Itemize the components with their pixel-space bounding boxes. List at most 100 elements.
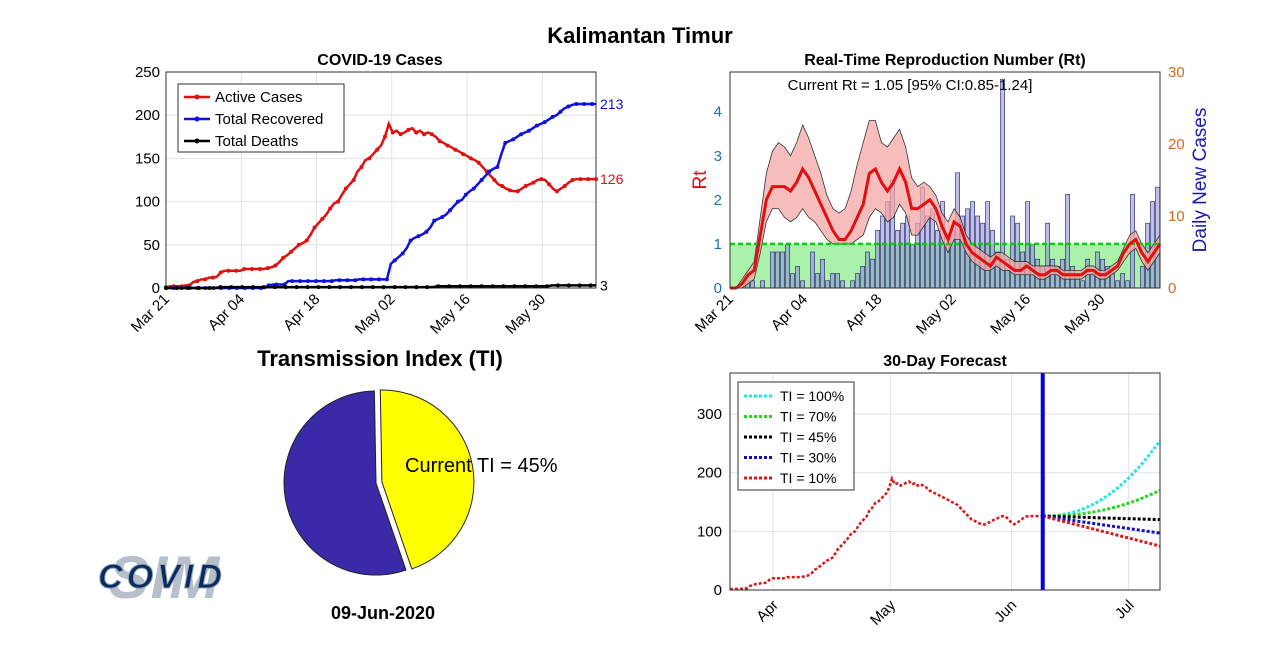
data-point-recovered [440, 215, 445, 220]
daily-cases-bar [775, 251, 780, 289]
pie-slice [283, 390, 407, 576]
data-point-active [250, 266, 254, 271]
data-point-active [586, 177, 591, 182]
x-tick-label: May 30 [1062, 291, 1109, 338]
daily-cases-bar [770, 251, 775, 289]
data-point-deaths [229, 285, 234, 290]
data-point-deaths [479, 284, 484, 289]
daily-cases-bar [1120, 273, 1125, 289]
data-point-deaths [196, 286, 201, 290]
daily-cases-bar [910, 244, 915, 289]
data-point-recovered [550, 114, 555, 119]
legend-label-recovered: Total Recovered [215, 111, 323, 128]
data-point-recovered [290, 279, 295, 284]
data-point-active [351, 178, 356, 182]
data-point-recovered [487, 169, 492, 174]
data-point-active [257, 266, 262, 271]
data-point-deaths [207, 286, 212, 290]
end-label-recovered: 213 [600, 96, 624, 112]
data-point-active [320, 216, 325, 221]
x-tick-label: May 02 [913, 291, 960, 338]
data-point-recovered [582, 101, 587, 106]
y-tick-label: 0 [714, 280, 722, 297]
data-point-recovered [400, 251, 405, 256]
data-point-deaths [272, 285, 277, 290]
daily-cases-bar [830, 273, 835, 289]
data-point-deaths [359, 285, 364, 290]
data-point-active [304, 238, 309, 243]
forecast-line-tl45 [1042, 514, 1161, 522]
daily-cases-bar [935, 230, 940, 289]
daily-cases-bar [810, 251, 815, 289]
data-point-active [226, 268, 231, 273]
forecast-line-tl100 [1042, 439, 1162, 518]
data-point-recovered [542, 120, 547, 125]
data-point-active [289, 249, 294, 254]
rt-annotation: Current Rt = 1.05 [95% CI:0.85-1.24] [788, 77, 1033, 94]
date-label: 09-Jun-2020 [331, 603, 435, 623]
x-tick-label: Apr 04 [205, 291, 248, 334]
data-point-active [406, 127, 411, 132]
x-tick-label: May 16 [987, 291, 1034, 338]
daily-cases-bar [1010, 215, 1015, 289]
data-point-active [594, 177, 598, 182]
y-tick-label: 2 [714, 192, 722, 209]
daily-cases-bar [870, 258, 875, 289]
data-point-deaths [566, 283, 571, 288]
x-tick-label: Jun [991, 597, 1020, 626]
daily-cases-bar [865, 251, 870, 289]
data-point-active [382, 134, 387, 139]
data-point-deaths [327, 285, 332, 290]
data-point-active [468, 156, 473, 161]
data-point-recovered [534, 123, 539, 128]
data-point-recovered [369, 277, 374, 282]
data-point-deaths [425, 285, 430, 290]
data-point-recovered [384, 277, 389, 282]
data-point-deaths [490, 284, 495, 289]
data-point-recovered [329, 279, 334, 284]
daily-cases-bar [850, 280, 855, 289]
data-point-active [437, 139, 442, 144]
daily-cases-bar [895, 230, 900, 289]
ti-label: Current TI = 45% [405, 455, 558, 477]
data-point-active [547, 182, 552, 187]
data-point-recovered [337, 278, 342, 283]
y2-tick-label: 30 [1168, 64, 1185, 81]
data-point-deaths [381, 285, 386, 290]
data-point-deaths [588, 283, 593, 288]
data-point-recovered [495, 165, 500, 170]
svg-text:COVID: COVID [98, 558, 226, 596]
data-point-active [500, 184, 505, 189]
data-point-deaths [240, 285, 245, 290]
y-tick-label: 4 [714, 104, 722, 121]
y-tick-label: 3 [714, 148, 722, 165]
data-point-recovered [558, 109, 563, 114]
data-point-recovered [455, 199, 460, 204]
legend-marker-active [194, 94, 200, 100]
x-tick-label: Apr 18 [842, 291, 885, 334]
x-tick-label: Apr [753, 597, 782, 626]
data-point-recovered [519, 132, 524, 137]
data-point-deaths [218, 285, 223, 290]
data-point-deaths [534, 284, 539, 289]
data-point-recovered [526, 128, 531, 133]
rt-chart: 0 1 2 3 4 Rt 0 10 20 30 Daily New Cases Mar 21 Apr 0… [690, 64, 1211, 338]
covid-sim-logo: SIM COVID [98, 544, 226, 611]
data-point-recovered [392, 258, 397, 263]
legend-marker-recovered [194, 116, 200, 122]
cases-chart-title: COVID-19 Cases [317, 52, 442, 69]
svg-text:SIM: SIM [109, 544, 222, 611]
page-title: Kalimantan Timur [547, 23, 733, 48]
data-point-recovered [448, 208, 453, 213]
data-point-deaths [403, 285, 408, 290]
rt-chart-title: Real-Time Reproduction Number (Rt) [804, 52, 1086, 69]
data-point-deaths [555, 283, 560, 288]
data-point-recovered [503, 140, 508, 145]
x-tick-label: May [867, 596, 899, 628]
data-point-recovered [313, 279, 318, 284]
data-point-active [476, 160, 481, 165]
data-point-active [515, 189, 520, 194]
data-point-active [312, 225, 317, 230]
legend-label-tl100: TI = 100% [780, 388, 844, 404]
data-point-active [562, 184, 567, 189]
